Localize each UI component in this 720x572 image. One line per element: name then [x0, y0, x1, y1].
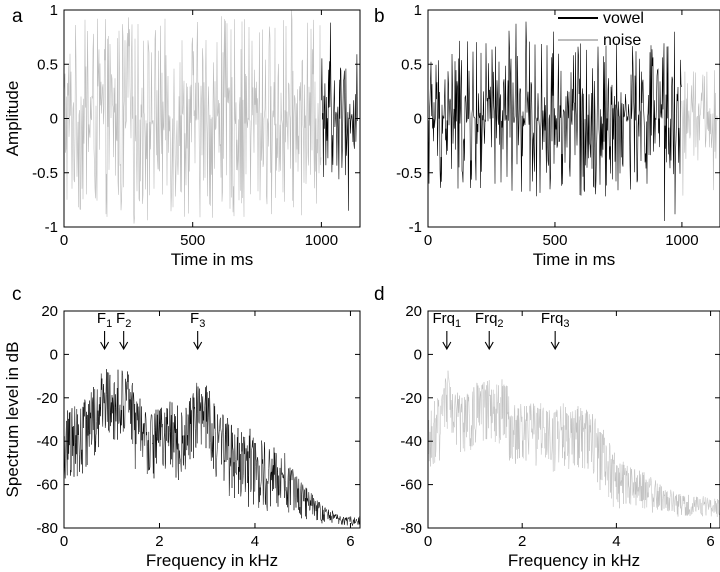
axes-frame-c — [63, 310, 361, 529]
y-tick-label: -40 — [400, 433, 422, 450]
x-tick-label: 500 — [542, 232, 567, 249]
noise-waveform-a — [64, 10, 322, 224]
x-tick-label: 0 — [424, 533, 432, 550]
y-axis-label: Spectrum level in dB — [3, 342, 22, 498]
annotation-arrow-head — [100, 341, 110, 351]
x-axis-label: Frequency in kHz — [146, 551, 278, 570]
annotation-f3: F3 — [190, 310, 205, 351]
y-tick-label: 0.5 — [401, 56, 422, 73]
y-tick-label: 0 — [50, 111, 58, 128]
annotation-label: Frq3 — [541, 310, 570, 330]
y-tick-label: 0 — [414, 346, 422, 363]
legend-label-noise: noise — [603, 32, 641, 49]
x-tick-label: 1000 — [305, 232, 338, 249]
panel-letter-d: d — [374, 284, 385, 305]
plot-area-d — [428, 370, 720, 517]
annotation-frq2: Frq2 — [475, 310, 504, 351]
annotation-label: Frq1 — [433, 310, 462, 330]
annotation-arrow-head — [442, 341, 452, 351]
y-tick-label: 20 — [41, 303, 58, 320]
x-axis-label: Time in ms — [171, 250, 254, 269]
legend: vowel noise — [558, 10, 644, 49]
annotation-arrow-head — [550, 341, 560, 351]
vowel-waveform-b — [428, 21, 682, 226]
plot-area-b — [428, 21, 718, 226]
y-tick-label: -60 — [400, 477, 422, 494]
x-axis-label: Frequency in kHz — [508, 551, 640, 570]
legend-label-vowel: vowel — [603, 10, 644, 27]
vowel-waveform-a — [321, 22, 358, 211]
annotation-label: Frq2 — [475, 310, 504, 330]
axes-frame-d — [427, 310, 720, 529]
annotation-f2: F2 — [116, 310, 131, 351]
plot-area-c — [64, 369, 360, 527]
annotation-arrow-head — [119, 341, 129, 351]
panel-letter-b: b — [374, 6, 385, 27]
y-tick-label: -20 — [400, 390, 422, 407]
annotation-frq3: Frq3 — [541, 310, 570, 351]
x-tick-label: 4 — [612, 533, 620, 550]
y-tick-label: -1 — [45, 219, 58, 236]
y-tick-label: -1 — [409, 219, 422, 236]
annotation-label: F3 — [190, 310, 205, 330]
annotation-label: F1 — [97, 310, 112, 330]
noise-waveform-b — [681, 70, 718, 196]
panel-d: d 0 2 4 6 -80 -60 -40 -20 0 20 Frequency in kHz Frq1… — [374, 284, 720, 570]
y-tick-label: -40 — [36, 433, 58, 450]
panel-c: c 0 2 4 6 -80 -60 -40 -20 0 20 Frequency in kHz Spec… — [3, 284, 361, 570]
y-tick-label: 0 — [50, 346, 58, 363]
x-tick-label: 2 — [155, 533, 163, 550]
noise-spectrum-d — [428, 370, 720, 517]
y-tick-label: -80 — [400, 520, 422, 537]
x-tick-label: 0 — [60, 232, 68, 249]
y-tick-label: -80 — [36, 520, 58, 537]
annotation-arrow-head — [484, 341, 494, 351]
x-tick-label: 1000 — [665, 232, 698, 249]
y-axis-label: Amplitude — [3, 81, 22, 157]
x-tick-label: 4 — [251, 533, 259, 550]
x-axis-label: Time in ms — [533, 250, 616, 269]
panel-b: b 0 500 1000 -1 -0.5 0 0.5 1 Time in ms — [374, 2, 720, 269]
x-tick-label: 6 — [706, 533, 714, 550]
y-tick-label: 1 — [50, 2, 58, 19]
panel-letter-c: c — [12, 284, 22, 305]
plot-area-a — [64, 10, 358, 224]
y-tick-label: -20 — [36, 390, 58, 407]
x-tick-label: 0 — [60, 533, 68, 550]
y-tick-label: 1 — [414, 2, 422, 19]
y-tick-label: 20 — [405, 303, 422, 320]
y-tick-label: -0.5 — [32, 165, 58, 182]
annotation-arrow-head — [193, 341, 203, 351]
x-tick-label: 0 — [424, 232, 432, 249]
x-tick-label: 6 — [346, 533, 354, 550]
panel-a: a 0 500 1000 -1 -0.5 0 0.5 1 Time in ms Amplitude — [3, 2, 361, 269]
y-tick-label: -60 — [36, 477, 58, 494]
annotation-label: F2 — [116, 310, 131, 330]
y-tick-label: 0.5 — [37, 56, 58, 73]
vowel-spectrum-c — [64, 369, 360, 527]
annotation-frq1: Frq1 — [433, 310, 462, 351]
annotation-f1: F1 — [97, 310, 112, 351]
x-tick-label: 500 — [180, 232, 205, 249]
y-tick-label: -0.5 — [396, 165, 422, 182]
y-tick-label: 0 — [414, 111, 422, 128]
panel-letter-a: a — [12, 6, 23, 27]
x-tick-label: 2 — [518, 533, 526, 550]
